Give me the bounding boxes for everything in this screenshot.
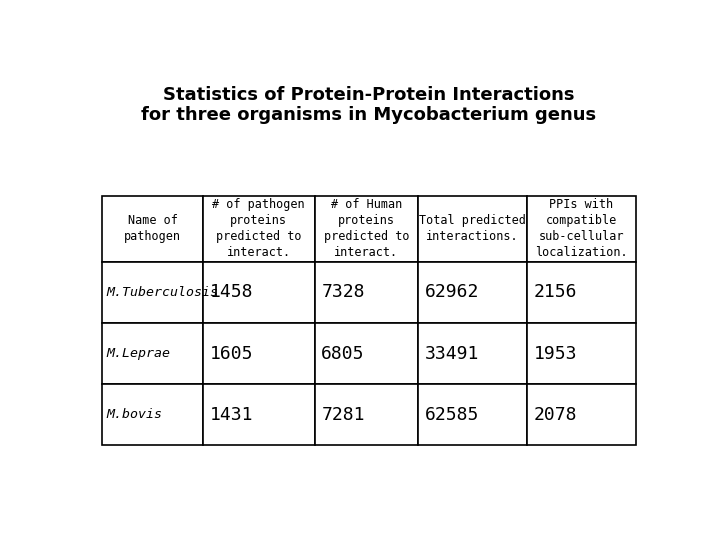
Text: # of Human
proteins
predicted to
interact.: # of Human proteins predicted to interac…	[323, 198, 409, 259]
Text: M.Tuberculosis: M.Tuberculosis	[107, 286, 219, 299]
Bar	[418, 323, 527, 384]
Text: 62962: 62962	[425, 284, 479, 301]
Bar	[102, 262, 203, 323]
Bar	[527, 196, 636, 262]
Bar	[102, 323, 203, 384]
Text: 33491: 33491	[425, 345, 479, 362]
Bar	[418, 384, 527, 446]
Bar	[315, 262, 418, 323]
Bar	[527, 384, 636, 446]
Text: 1605: 1605	[210, 345, 253, 362]
Text: 2078: 2078	[534, 406, 577, 424]
Text: 7328: 7328	[321, 284, 365, 301]
Text: 1431: 1431	[210, 406, 253, 424]
Bar	[203, 323, 315, 384]
Text: Statistics of Protein-Protein Interactions
for three organisms in Mycobacterium : Statistics of Protein-Protein Interactio…	[141, 85, 597, 124]
Text: 1458: 1458	[210, 284, 253, 301]
Bar	[527, 323, 636, 384]
Text: 7281: 7281	[321, 406, 365, 424]
Bar	[527, 262, 636, 323]
Bar	[203, 196, 315, 262]
Bar	[203, 384, 315, 446]
Text: PPIs with
compatible
sub-cellular
localization.: PPIs with compatible sub-cellular locali…	[535, 198, 628, 259]
Bar	[315, 384, 418, 446]
Text: Name of
pathogen: Name of pathogen	[124, 214, 181, 244]
Text: 2156: 2156	[534, 284, 577, 301]
Bar	[315, 196, 418, 262]
Text: # of pathogen
proteins
predicted to
interact.: # of pathogen proteins predicted to inte…	[212, 198, 305, 259]
Text: 1953: 1953	[534, 345, 577, 362]
Text: 62585: 62585	[425, 406, 479, 424]
Text: 6805: 6805	[321, 345, 365, 362]
Bar	[102, 384, 203, 446]
Bar	[418, 262, 527, 323]
Bar	[203, 262, 315, 323]
Bar	[102, 196, 203, 262]
Bar	[418, 196, 527, 262]
Text: Total predicted
interactions.: Total predicted interactions.	[419, 214, 526, 244]
Text: M.bovis: M.bovis	[107, 408, 163, 421]
Bar	[315, 323, 418, 384]
Text: M.Leprae: M.Leprae	[107, 347, 171, 360]
